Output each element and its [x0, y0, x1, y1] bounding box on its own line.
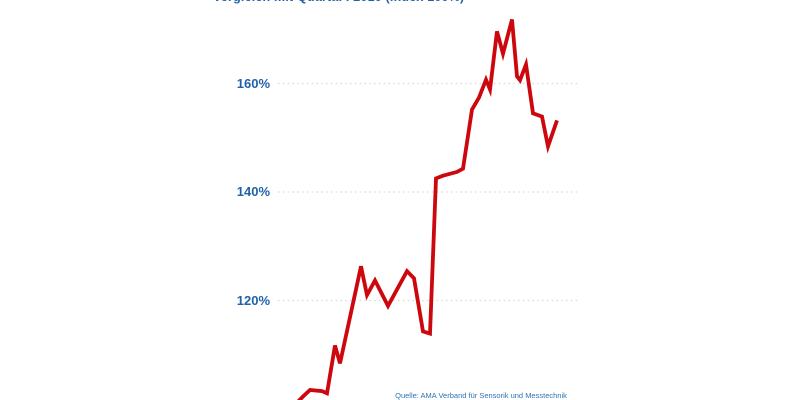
y-axis-label-140: 140%: [236, 184, 270, 199]
chart-title: Vergleich mit Quartal I 2010 (Index 100%…: [213, 0, 464, 4]
gridlines: [278, 82, 578, 302]
y-axis-label-120: 120%: [236, 292, 270, 308]
y-axis-label-160: 160%: [236, 75, 270, 91]
source-caption: Quelle: AMA Verband für Sensorik und Mes…: [395, 391, 567, 400]
index-series-line: [296, 19, 559, 400]
